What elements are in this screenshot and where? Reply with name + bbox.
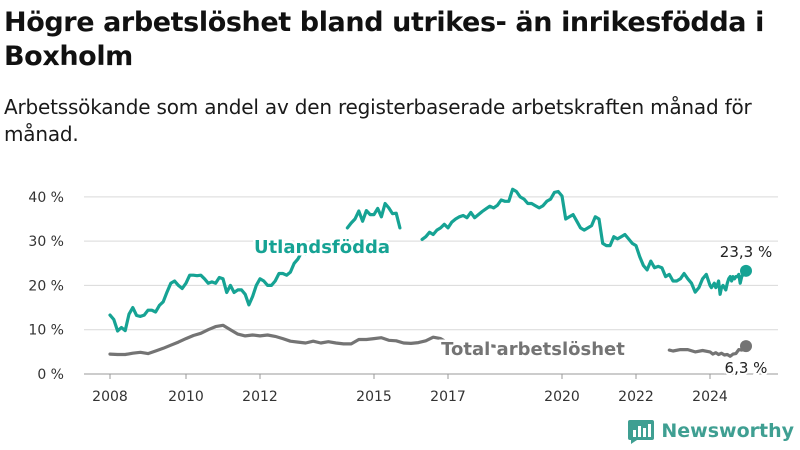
y-tick-label: 0 % [37, 367, 64, 383]
x-tick-label: 2008 [92, 389, 128, 405]
series-end-point [740, 340, 752, 353]
inline-series-label: Utlandsfödda [254, 237, 390, 258]
series-end-point [740, 264, 752, 277]
y-tick-label: 40 % [28, 190, 64, 206]
x-tick-label: 2012 [242, 389, 278, 405]
brand-name: Newsworthy [661, 420, 794, 442]
x-tick-label: 2015 [356, 389, 392, 405]
brand-logo[interactable]: Newsworthy [627, 416, 794, 446]
x-tick-label: 2017 [430, 389, 466, 405]
y-tick-label: 10 % [28, 323, 64, 339]
x-tick-label: 2010 [168, 389, 204, 405]
series-line-utlandsfodda [108, 187, 748, 333]
page-title: Högre arbetslöshet bland utrikes- än inr… [4, 7, 764, 72]
series-line-total [108, 323, 748, 358]
x-tick-label: 2024 [692, 389, 728, 405]
series-end-label: 23,3 % [720, 243, 772, 261]
x-tick-label: 2022 [618, 389, 654, 405]
x-tick-label: 2020 [544, 389, 580, 405]
inline-series-label: Total arbetslöshet [441, 339, 625, 360]
y-tick-label: 30 % [28, 234, 64, 250]
y-tick-label: 20 % [28, 278, 64, 294]
series-end-label: 6,3 % [725, 359, 768, 377]
page-subtitle: Arbetssökande som andel av den registerb… [4, 95, 752, 146]
newsworthy-logo-icon [628, 420, 655, 444]
